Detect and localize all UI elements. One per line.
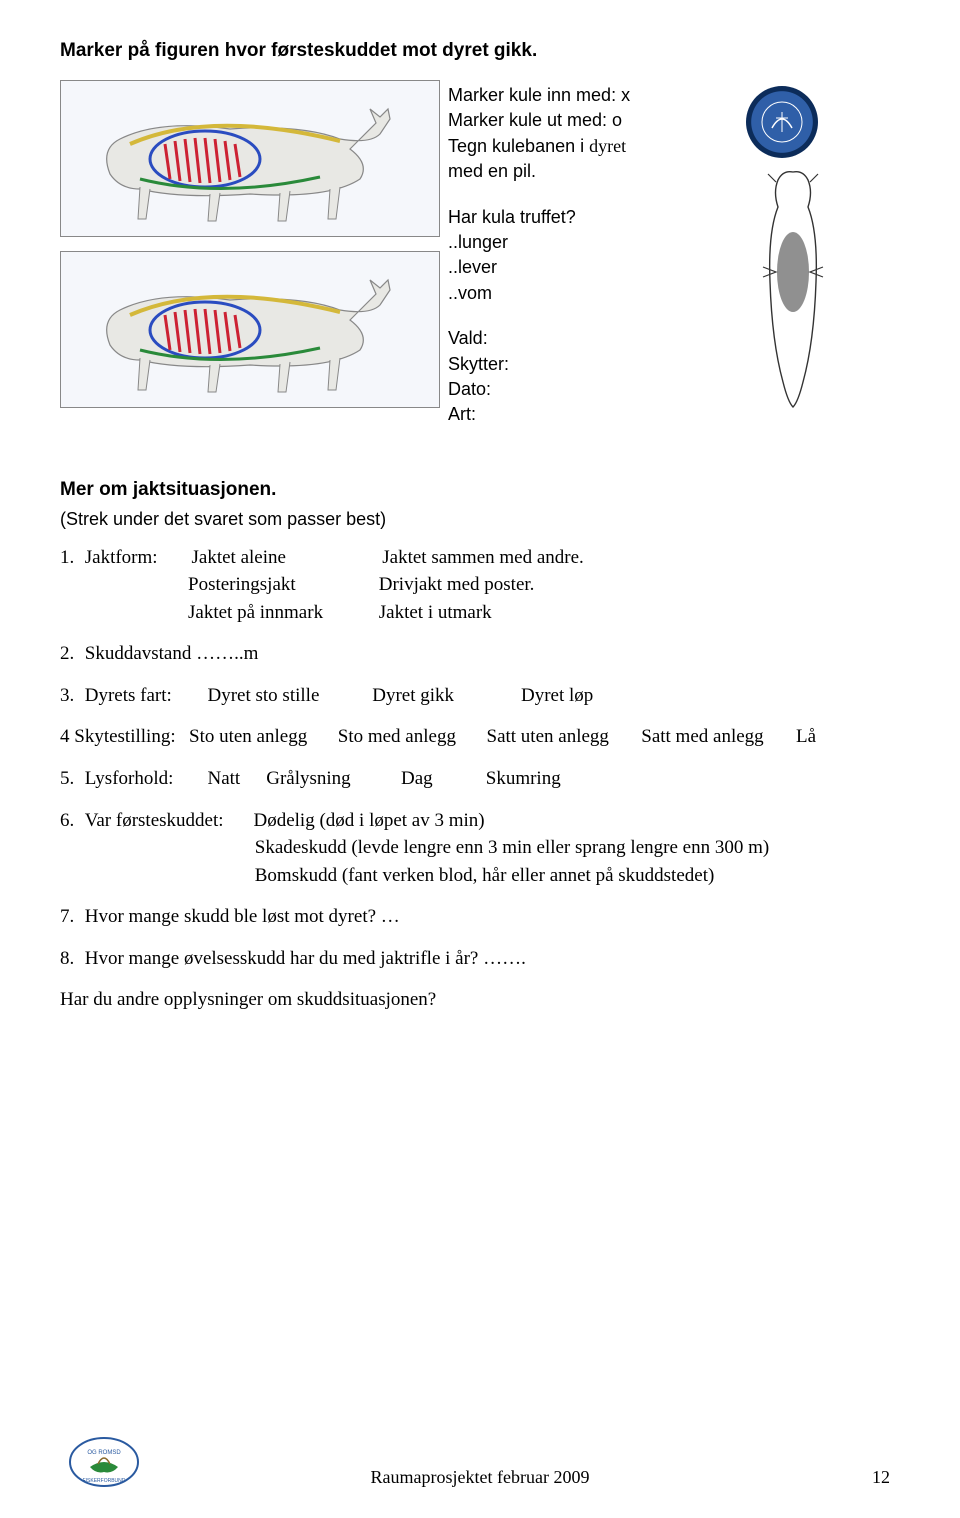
q4-c: Satt uten anlegg — [487, 723, 637, 751]
q6-c: Bomskudd (fant verken blod, hår eller an… — [255, 865, 715, 886]
q5-d: Skumring — [486, 768, 561, 789]
q5-num: 5. — [60, 765, 80, 793]
q2-label: Skuddavstand — [85, 643, 192, 664]
q7: 7. Hvor mange skudd ble løst mot dyret? … — [60, 903, 900, 931]
q4-num: 4 — [60, 726, 70, 747]
q6-b: Skadeskudd (levde lengre enn 3 min eller… — [255, 837, 769, 858]
q6: 6. Var førsteskuddet: Dødelig (død i løp… — [60, 807, 900, 890]
q1-a2: Jaktet sammen med andre. — [382, 547, 584, 568]
q2-num: 2. — [60, 640, 80, 668]
page-number: 12 — [872, 1467, 890, 1488]
hit-question: Har kula truffet? — [448, 206, 708, 229]
deer-side-view-2 — [60, 251, 440, 408]
njff-logo-icon — [746, 86, 818, 158]
section-2-title: Mer om jaktsituasjonen. — [60, 479, 900, 501]
q7-text: Hvor mange skudd ble løst mot dyret? … — [85, 906, 400, 927]
footer-text: Raumaprosjektet februar 2009 — [371, 1467, 590, 1488]
field-art: Art: — [448, 403, 708, 426]
q2: 2. Skuddavstand ……..m — [60, 640, 900, 668]
deer-side-view-1 — [60, 80, 440, 237]
figure-labels: Marker kule inn med: x Marker kule ut me… — [448, 80, 708, 429]
q4-b: Sto med anlegg — [338, 723, 482, 751]
page-title: Marker på figuren hvor førsteskuddet mot… — [60, 40, 900, 62]
q5: 5. Lysforhold: Natt Grålysning Dag Skumr… — [60, 765, 900, 793]
footer-logo-icon: OG ROMSD FISKERFORBUND — [60, 1432, 148, 1492]
q5-a: Natt — [208, 765, 262, 793]
deer-anatomy-icon — [70, 260, 430, 400]
field-dato: Dato: — [448, 378, 708, 401]
q1-b1: Posteringsjakt — [188, 571, 374, 599]
q4-e: Lå — [796, 726, 816, 747]
section-2-note: (Strek under det svaret som passer best) — [60, 509, 900, 530]
q8: 8. Hvor mange øvelsesskudd har du med ja… — [60, 945, 900, 973]
q6-a: Dødelig (død i løpet av 3 min) — [254, 810, 485, 831]
q5-c: Dag — [401, 765, 481, 793]
q3-b: Dyret gikk — [372, 682, 516, 710]
q4-d: Satt med anlegg — [641, 723, 791, 751]
q1-c1: Jaktet på innmark — [188, 599, 374, 627]
q3-label: Dyrets fart: — [85, 682, 203, 710]
q3: 3. Dyrets fart: Dyret sto stille Dyret g… — [60, 682, 900, 710]
marker-in-label: Marker kule inn med: x — [448, 84, 708, 107]
draw-path-text-1: Tegn kulebanen i — [448, 136, 584, 156]
q6-num: 6. — [60, 807, 80, 835]
q4-label: Skytestilling: — [74, 723, 184, 751]
q1: 1. Jaktform: Jaktet aleine Jaktet sammen… — [60, 544, 900, 627]
right-column — [716, 80, 916, 429]
figure-area: Marker kule inn med: x Marker kule ut me… — [60, 80, 900, 429]
q8-num: 8. — [60, 945, 80, 973]
svg-text:FISKERFORBUND: FISKERFORBUND — [83, 1478, 126, 1484]
q5-b: Grålysning — [266, 765, 396, 793]
q4: 4 Skytestilling: Sto uten anlegg Sto med… — [60, 723, 900, 751]
hit-option-lunger: ..lunger — [448, 231, 708, 254]
q1-a1: Jaktet aleine — [192, 544, 378, 572]
questions: 1. Jaktform: Jaktet aleine Jaktet sammen… — [60, 544, 900, 1014]
marker-out-label: Marker kule ut med: o — [448, 109, 708, 132]
q2-dots: ……..m — [196, 643, 258, 664]
draw-path-label-2: med en pil. — [448, 160, 708, 183]
field-skytter: Skytter: — [448, 353, 708, 376]
page: Marker på figuren hvor førsteskuddet mot… — [0, 0, 960, 1518]
q3-a: Dyret sto stille — [208, 682, 368, 710]
draw-path-label: Tegn kulebanen i dyret — [448, 135, 708, 158]
svg-text:OG ROMSD: OG ROMSD — [87, 1450, 121, 1456]
q5-label: Lysforhold: — [85, 765, 203, 793]
field-vald: Vald: — [448, 327, 708, 350]
hit-option-lever: ..lever — [448, 256, 708, 279]
deer-anatomy-icon — [70, 89, 430, 229]
q6-label: Var førsteskuddet: — [85, 807, 249, 835]
q3-c: Dyret løp — [521, 685, 593, 706]
q-extra: Har du andre opplysninger om skuddsituas… — [60, 986, 900, 1014]
draw-path-overlay: dyret — [589, 136, 626, 156]
q1-c2: Jaktet i utmark — [379, 602, 492, 623]
deer-top-view — [728, 162, 916, 417]
q1-b2: Drivjakt med poster. — [379, 574, 535, 595]
q1-num: 1. — [60, 544, 80, 572]
q4-a: Sto uten anlegg — [189, 723, 333, 751]
footer: OG ROMSD FISKERFORBUND Raumaprosjektet f… — [0, 1467, 960, 1488]
deer-top-icon — [728, 162, 858, 412]
hit-option-vom: ..vom — [448, 282, 708, 305]
q8-text: Hvor mange øvelsesskudd har du med jaktr… — [85, 948, 526, 969]
q1-label: Jaktform: — [85, 544, 187, 572]
q7-num: 7. — [60, 903, 80, 931]
deer-column — [60, 80, 440, 429]
q3-num: 3. — [60, 682, 80, 710]
